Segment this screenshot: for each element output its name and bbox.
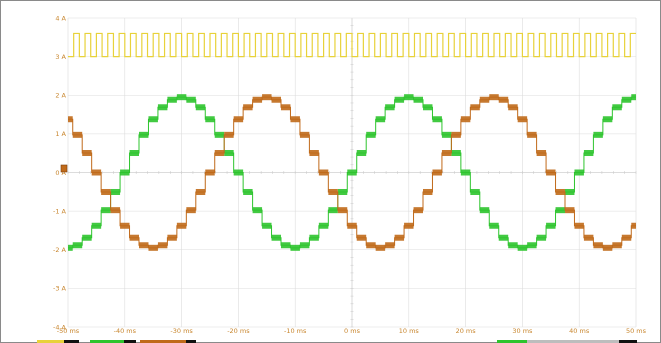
y-tick-label: 1 A (55, 130, 66, 138)
x-tick-label: -40 ms (114, 327, 137, 335)
channel-2-indicator[interactable] (90, 340, 136, 343)
x-tick-label: -20 ms (227, 327, 250, 335)
y-tick-label: 3 A (55, 53, 66, 61)
channel-3-indicator-dark (186, 340, 196, 343)
square-wave-trace (68, 32, 636, 58)
right-indicator-gray (527, 340, 619, 343)
x-tick-label: -50 ms (57, 327, 80, 335)
y-tick-label: -2 A (53, 246, 67, 254)
channel-indicator-bar (37, 340, 637, 343)
step-edges (68, 96, 636, 249)
y-tick-label: -3 A (53, 285, 67, 293)
x-tick-label: 30 ms (512, 327, 533, 335)
y-tick-label: -1 A (53, 207, 67, 215)
channel-2-indicator-dark (124, 340, 136, 343)
x-tick-label: -30 ms (170, 327, 193, 335)
x-tick-label: 0 ms (344, 327, 361, 335)
x-tick-label: 20 ms (456, 327, 477, 335)
x-tick-label: 50 ms (626, 327, 647, 335)
series (68, 32, 636, 251)
channel-3-indicator[interactable] (140, 340, 186, 343)
channel-1-indicator[interactable] (37, 340, 79, 343)
y-tick-label: 0 A (55, 169, 66, 177)
ground-marker[interactable] (60, 164, 68, 173)
right-indicator-dark (619, 340, 637, 343)
stepped-sine-trace-2 (68, 94, 636, 251)
stepped-sine-trace-1 (68, 94, 636, 251)
markers (60, 164, 68, 173)
right-indicator-green[interactable] (497, 340, 527, 343)
y-tick-label: 4 A (55, 14, 66, 22)
x-tick-label: 40 ms (569, 327, 590, 335)
channel-1-indicator-dark (64, 340, 79, 343)
x-tick-label: 10 ms (399, 327, 420, 335)
tick-labels: -50 ms -40 ms -30 ms -20 ms -10 ms 0 ms 10 ms 2… (53, 14, 647, 335)
step-edges (68, 96, 636, 249)
x-tick-label: -10 ms (284, 327, 307, 335)
y-tick-label: -4 A (53, 323, 67, 331)
y-tick-label: 2 A (55, 92, 66, 100)
